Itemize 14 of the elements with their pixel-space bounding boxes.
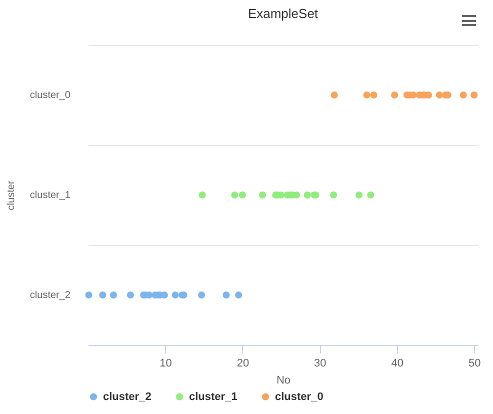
y-tick-label: cluster_2 <box>30 290 71 301</box>
x-tick-label: 20 <box>236 358 250 370</box>
legend-label: cluster_2 <box>103 390 152 403</box>
x-tick-label: 30 <box>314 358 326 370</box>
legend-label: cluster_1 <box>189 390 238 403</box>
y-tick-label: cluster_1 <box>30 190 71 201</box>
chart-title: ExampleSet <box>248 6 318 21</box>
x-tick-label: 40 <box>391 358 404 370</box>
legend-label: cluster_0 <box>275 390 324 403</box>
x-axis-title: No <box>276 374 291 386</box>
x-tick-label: 10 <box>160 358 172 370</box>
y-axis-title: cluster <box>6 180 17 210</box>
x-tick-label: 50 <box>468 358 481 370</box>
y-tick-label: cluster_0 <box>30 90 71 101</box>
